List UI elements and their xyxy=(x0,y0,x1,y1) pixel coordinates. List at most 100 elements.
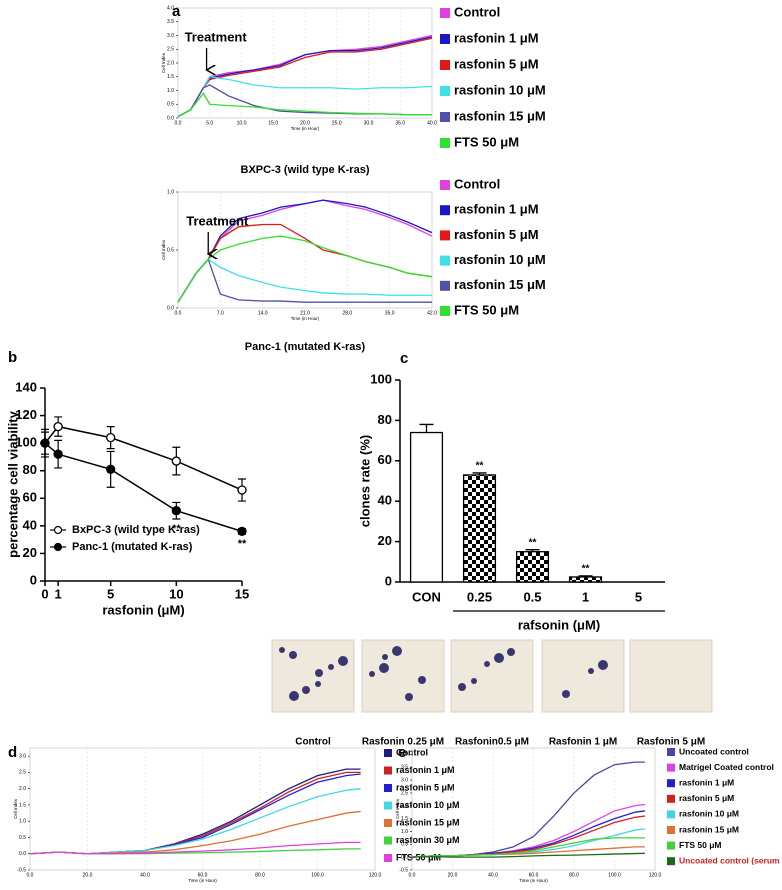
legend-swatch xyxy=(667,810,675,819)
y-tick-label: 40 xyxy=(378,493,392,508)
legend-swatch xyxy=(384,819,392,827)
colony xyxy=(379,663,389,673)
legend-swatch xyxy=(440,138,450,148)
x-tick-label: 0.0 xyxy=(27,872,34,878)
colony xyxy=(562,690,570,698)
y-tick-label: 40 xyxy=(23,517,37,532)
y-tick-label: 3.5 xyxy=(401,765,408,771)
y-tick-label: 0.5 xyxy=(19,835,26,841)
y-tick-label: 80 xyxy=(23,462,37,477)
annotation-text: Treatment xyxy=(186,213,249,228)
x-tick-label: 40.0 xyxy=(427,120,437,126)
legend-swatch xyxy=(384,784,392,792)
legend-label: Uncoated control (serum free) xyxy=(679,855,782,865)
legend-swatch xyxy=(667,779,675,788)
y-tick-label: 0.5 xyxy=(167,247,174,253)
legend-swatch xyxy=(440,280,450,291)
y-tick-label: 60 xyxy=(23,490,37,505)
x-tick-label: 80.0 xyxy=(569,872,579,878)
colony xyxy=(418,676,426,684)
legend-swatch xyxy=(667,748,675,756)
y-tick-label: -0.5 xyxy=(399,867,408,873)
photo-caption: Rasfonin 0.25 μM xyxy=(362,737,444,748)
x-tick-label: 30.0 xyxy=(364,120,374,126)
y-tick-label: 20 xyxy=(23,545,37,560)
y-tick-label: 100 xyxy=(370,371,392,386)
colony xyxy=(289,651,297,659)
x-tick-label: 1 xyxy=(582,589,589,604)
legend-swatch xyxy=(667,794,675,803)
y-tick-label: 0 xyxy=(30,572,37,587)
y-tick-label: 20 xyxy=(378,533,392,548)
colony-photo xyxy=(361,639,445,713)
legend-swatch xyxy=(440,60,450,70)
y-tick-label: 0.0 xyxy=(167,305,174,311)
legend-label: rasfonin 5 μM xyxy=(454,56,539,71)
series-line xyxy=(177,258,432,303)
significance-label: ** xyxy=(582,564,590,575)
legend-swatch xyxy=(440,255,450,266)
x-axis-label: Time (in Hour) xyxy=(188,878,217,883)
y-tick-label: 2.0 xyxy=(19,786,26,792)
y-tick-label: 3.0 xyxy=(401,777,408,783)
colony xyxy=(405,693,413,701)
photo-caption: Control xyxy=(295,737,331,748)
y-tick-label: 2.0 xyxy=(401,803,408,809)
legend-swatch xyxy=(440,34,450,44)
x-tick-label: 15.0 xyxy=(268,120,278,126)
x-tick-label: 0 xyxy=(41,586,48,601)
x-axis-label: Time (in Hour) xyxy=(519,878,548,883)
y-tick-label: 1.0 xyxy=(167,88,174,94)
x-tick-label: CON xyxy=(412,589,441,604)
legend-marker xyxy=(53,525,63,535)
x-tick-label: 5 xyxy=(635,589,642,604)
x-tick-label: 35.0 xyxy=(385,310,395,316)
x-tick-label: 15 xyxy=(235,586,249,601)
y-tick-label: 3.5 xyxy=(167,19,174,25)
x-tick-label: 100.0 xyxy=(608,872,621,878)
y-axis-label: clones rate (%) xyxy=(357,435,372,527)
y-tick-label: 0.5 xyxy=(401,842,408,848)
series-line xyxy=(44,442,243,533)
panel-letter: e xyxy=(398,744,406,761)
series-line xyxy=(177,258,432,303)
panel-letter: a xyxy=(172,3,181,20)
x-tick-label: 0.25 xyxy=(467,589,492,604)
legend-label: rasfonin 5 μM xyxy=(679,793,734,803)
annotation-text: Treatment xyxy=(185,29,248,44)
data-point xyxy=(53,449,63,459)
legend-swatch xyxy=(667,857,675,866)
legend-swatch xyxy=(440,112,450,122)
y-tick-label: 2.5 xyxy=(167,47,174,53)
legend-swatch xyxy=(440,230,450,241)
y-tick-label: 1.5 xyxy=(401,816,408,822)
legend-swatch xyxy=(384,801,392,810)
x-tick-label: 20.0 xyxy=(300,120,310,126)
y-tick-label: 1.0 xyxy=(167,189,174,195)
significance-label: ** xyxy=(476,461,484,472)
error-bar xyxy=(472,472,487,475)
y-axis-label: Cell Index xyxy=(395,798,400,819)
bar xyxy=(515,551,550,583)
series-line xyxy=(29,773,361,855)
legend-label: rasfonin 10 μM xyxy=(396,800,460,810)
colony xyxy=(484,661,490,667)
colony xyxy=(471,678,477,684)
y-tick-label: 140 xyxy=(15,379,37,394)
legend-swatch xyxy=(384,749,392,757)
x-tick-label: 10 xyxy=(169,586,183,601)
x-tick-label: 0.0 xyxy=(175,120,182,126)
legend-swatch xyxy=(667,763,675,772)
series-line xyxy=(411,837,645,858)
legend-label: Control xyxy=(454,4,500,19)
subtitle: BXPC-3 (wild type K-ras) xyxy=(241,164,370,176)
y-tick-label: 1.0 xyxy=(401,829,408,835)
data-point xyxy=(106,432,116,443)
data-point xyxy=(237,485,247,495)
legend-swatch xyxy=(440,86,450,96)
colony xyxy=(315,669,323,677)
data-point xyxy=(106,464,116,474)
legend-label: rasfonin 1 μM xyxy=(679,777,734,787)
x-tick-label: 120.0 xyxy=(649,872,662,878)
